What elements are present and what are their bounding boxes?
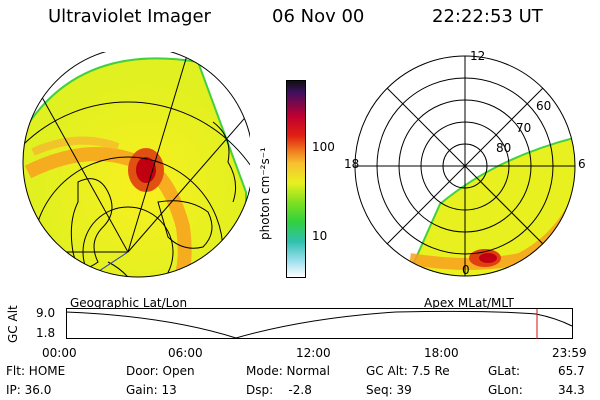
- observation-date: 06 Nov 00: [272, 6, 365, 27]
- time-tick: 18:00: [424, 346, 459, 360]
- altitude-axis-label: GC Alt: [6, 305, 20, 343]
- status-glat-label: GLat:: [488, 364, 521, 378]
- status-dsp: Dsp: -2.8: [246, 383, 312, 397]
- status-gc-alt: GC Alt: 7.5 Re: [366, 364, 450, 378]
- time-tick: 23:59: [552, 346, 587, 360]
- altitude-timeline: [66, 308, 573, 339]
- status-glon-label: GLon:: [488, 383, 523, 397]
- mlt-label-6: 6: [578, 157, 586, 171]
- observation-time: 22:22:53 UT: [432, 6, 543, 27]
- mlt-label-0: 0: [462, 263, 470, 277]
- status-door: Door: Open: [126, 364, 195, 378]
- time-tick: 00:00: [42, 346, 77, 360]
- mlt-label-18: 18: [344, 157, 359, 171]
- mlt-label-12: 12: [470, 49, 485, 63]
- status-gain: Gain: 13: [126, 383, 177, 397]
- status-flight: Flt: HOME: [6, 364, 66, 378]
- colorbar: [286, 80, 306, 278]
- colorbar-tick-10: 10: [312, 229, 328, 243]
- lat-label-80: 80: [496, 141, 511, 155]
- status-ip: IP: 36.0: [6, 383, 52, 397]
- colorbar-tick-100: 100: [312, 140, 335, 154]
- altitude-tick-high: 9.0: [36, 306, 56, 320]
- colorbar-unit-label: photon cm⁻²s⁻¹: [258, 147, 272, 240]
- status-glon-value: 34.3: [558, 383, 585, 397]
- status-glat-value: 65.7: [558, 364, 585, 378]
- geographic-image-panel: [22, 52, 250, 278]
- lat-label-60: 60: [536, 99, 551, 113]
- apex-label: Apex MLat/MLT: [424, 296, 514, 310]
- status-mode: Mode: Normal: [246, 364, 330, 378]
- time-tick: 12:00: [296, 346, 331, 360]
- geographic-label: Geographic Lat/Lon: [70, 296, 188, 310]
- altitude-tick-low: 1.8: [36, 326, 56, 340]
- time-tick: 06:00: [168, 346, 203, 360]
- status-seq: Seq: 39: [366, 383, 412, 397]
- magnetic-polar-plot: 12 18 6 0 60 70 80: [344, 49, 586, 277]
- instrument-title: Ultraviolet Imager: [48, 6, 211, 27]
- lat-label-70: 70: [516, 121, 531, 135]
